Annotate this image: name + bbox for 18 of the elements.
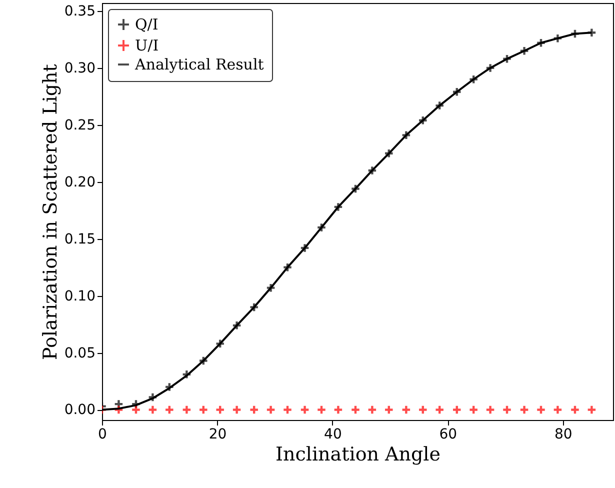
- x-axis-title: Inclination Angle: [276, 444, 440, 466]
- y-tick-label: 0.20: [64, 174, 96, 190]
- y-tick-label: 0.35: [64, 3, 96, 20]
- legend-label: Analytical Result: [134, 56, 264, 74]
- y-tick-label: 0.00: [64, 402, 96, 418]
- legend-label: U/I: [135, 36, 159, 54]
- x-tick-label: 40: [324, 426, 342, 442]
- y-tick-label: 0.10: [64, 288, 96, 304]
- legend-label: Q/I: [135, 16, 158, 34]
- y-tick-label: 0.15: [64, 231, 96, 248]
- x-tick-label: 0: [98, 426, 107, 442]
- y-axis-title: Polarization in Scattered Light: [39, 64, 62, 360]
- y-tick-label: 0.30: [64, 60, 96, 76]
- x-tick-label: 60: [439, 426, 458, 442]
- x-tick-label: 80: [554, 426, 572, 442]
- x-tick-label: 20: [208, 426, 227, 442]
- y-tick-label: 0.05: [64, 345, 96, 362]
- y-tick-label: 0.25: [64, 117, 96, 134]
